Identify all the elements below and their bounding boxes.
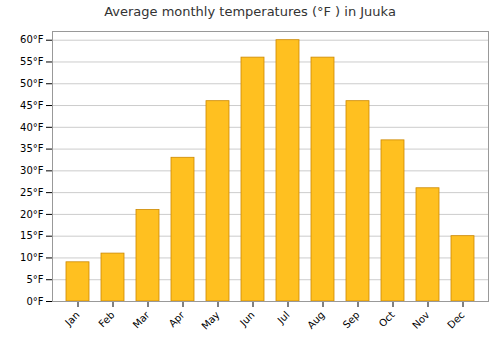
svg-text:30°F: 30°F — [20, 165, 44, 176]
svg-text:Dec: Dec — [445, 309, 466, 330]
svg-text:60°F: 60°F — [20, 34, 44, 45]
svg-text:5°F: 5°F — [26, 274, 43, 285]
svg-text:Oct: Oct — [377, 309, 397, 329]
svg-text:15°F: 15°F — [20, 230, 44, 241]
svg-text:May: May — [199, 309, 221, 331]
svg-text:Mar: Mar — [131, 309, 153, 331]
svg-text:0°F: 0°F — [26, 296, 43, 307]
svg-text:Apr: Apr — [167, 309, 188, 330]
svg-text:50°F: 50°F — [20, 78, 44, 89]
svg-text:Jun: Jun — [237, 309, 257, 329]
svg-text:Feb: Feb — [96, 309, 116, 329]
html-text:Average monthly temperatures (: Average monthly temperatures (°F ) in Ju… — [104, 4, 396, 19]
svg-text:Nov: Nov — [410, 309, 432, 331]
svg-text:10°F: 10°F — [20, 252, 44, 263]
svg-text:Sep: Sep — [341, 309, 362, 330]
svg-text:55°F: 55°F — [20, 56, 44, 67]
svg-text:25°F: 25°F — [20, 187, 44, 198]
svg-text:45°F: 45°F — [20, 100, 44, 111]
svg-text:Jul: Jul — [275, 309, 292, 326]
svg-text:Aug: Aug — [305, 309, 327, 331]
svg-text:Jan: Jan — [62, 309, 81, 328]
svg-text:35°F: 35°F — [20, 143, 44, 154]
svg-text:40°F: 40°F — [20, 122, 44, 133]
svg-text:20°F: 20°F — [20, 209, 44, 220]
